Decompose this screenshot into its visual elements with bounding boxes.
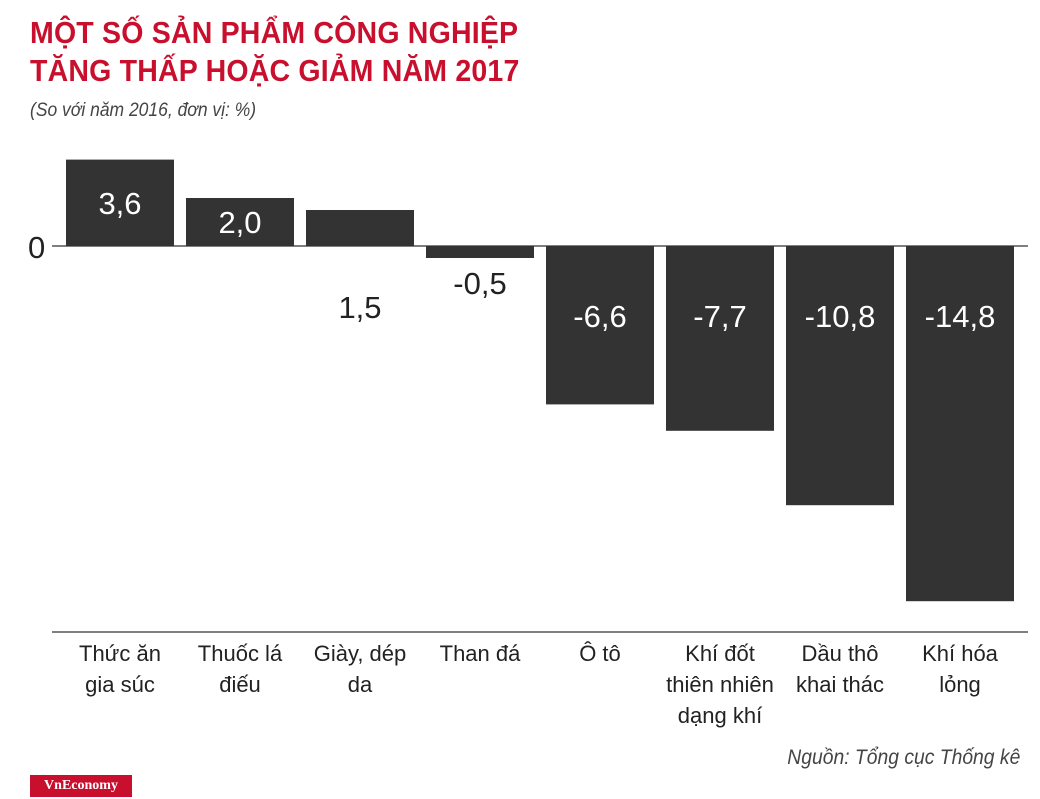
category-label-5-0: Khí đốt (685, 641, 755, 666)
category-label-6-0: Dầu thô (801, 641, 878, 666)
bar-2 (306, 210, 414, 246)
category-label-0-1: gia súc (85, 672, 155, 697)
title-line-2: TĂNG THẤP HOẶC GIẢM NĂM 2017 (30, 53, 520, 88)
category-label-2-1: da (348, 672, 373, 697)
category-label-5-2: dạng khí (678, 703, 762, 728)
category-label-6-1: khai thác (796, 672, 884, 697)
bar-3 (426, 246, 534, 258)
source-note: Nguồn: Tổng cục Thống kê (786, 746, 1020, 769)
value-label-7: -14,8 (925, 299, 996, 334)
category-label-1-0: Thuốc lá (198, 641, 283, 666)
zero-label: 0 (28, 230, 45, 265)
brand-logo: VnEconomy (30, 775, 132, 797)
bar-4 (546, 246, 654, 405)
bar-6 (786, 246, 894, 506)
chart-title: MỘT SỐ SẢN PHẨM CÔNG NGHIỆP TĂNG THẤP HO… (30, 14, 520, 90)
category-label-4-0: Ô tô (579, 641, 621, 666)
value-label-5: -7,7 (693, 299, 746, 334)
value-label-4: -6,6 (573, 299, 626, 334)
value-label-6: -10,8 (805, 299, 876, 334)
category-label-7-0: Khí hóa (922, 641, 999, 666)
bar-0 (66, 159, 174, 246)
bar-chart: 3,6 Thức ăn gia súc 2,0 Thuốc lá điếu 1,5 Giày,… (28, 159, 1028, 728)
bar-1 (186, 198, 294, 246)
category-label-3-0: Than đá (440, 641, 521, 666)
category-label-0-0: Thức ăn (79, 641, 161, 666)
value-label-0: 3,6 (98, 186, 141, 221)
title-line-1: MỘT SỐ SẢN PHẨM CÔNG NGHIỆP (30, 15, 519, 50)
category-label-7-1: lỏng (939, 672, 981, 697)
value-label-2: 1,5 (338, 290, 381, 325)
category-label-2-0: Giày, dép (314, 641, 407, 666)
value-label-1: 2,0 (218, 205, 261, 240)
value-label-3: -0,5 (453, 266, 506, 301)
category-label-1-1: điếu (219, 672, 261, 697)
category-label-5-1: thiên nhiên (666, 672, 774, 697)
bar-5 (666, 246, 774, 431)
bar-7 (906, 246, 1014, 602)
chart-subtitle: (So với năm 2016, đơn vị: %) (30, 100, 257, 121)
